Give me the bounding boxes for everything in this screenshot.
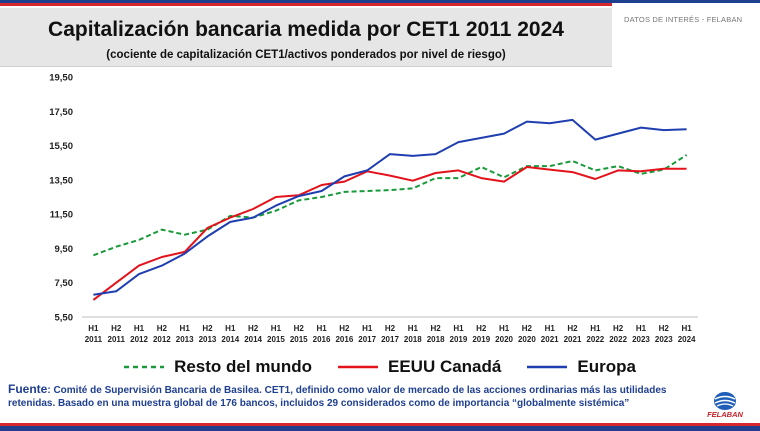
x-tick-label-year: 2011 [85,335,103,344]
x-tick-label-year: 2019 [450,335,468,344]
x-tick-label-year: 2020 [495,335,513,344]
bottom-accent-bar-blue [0,426,760,431]
x-tick-label-year: 2014 [221,335,239,344]
x-tick-label-half: H1 [134,324,145,333]
x-tick-label-year: 2020 [518,335,536,344]
logo-text: FELABAN [707,410,743,419]
source-note: Fuente: Comité de Supervisión Bancaria d… [8,383,698,410]
y-tick-label: 7,50 [55,278,74,289]
x-tick-label-half: H1 [545,324,556,333]
x-tick-label-half: H2 [659,324,670,333]
x-tick-label-year: 2021 [541,335,559,344]
x-tick-label-year: 2019 [472,335,490,344]
x-tick-label-half: H2 [157,324,168,333]
x-tick-label-half: H2 [111,324,122,333]
x-tick-label-half: H2 [339,324,350,333]
legend-label-eeuu: EEUU Canadá [387,357,502,376]
x-tick-label-year: 2018 [404,335,422,344]
x-tick-label-half: H1 [362,324,373,333]
x-tick-label-half: H2 [248,324,259,333]
x-tick-label-half: H1 [225,324,236,333]
felaban-logo: FELABAN [700,390,750,420]
y-tick-label: 5,50 [55,313,74,324]
globe-icon [714,392,736,410]
x-tick-label-half: H1 [499,324,510,333]
x-tick-label-half: H2 [385,324,396,333]
x-tick-label-half: H1 [180,324,191,333]
legend-label-europa: Europa [577,357,636,376]
x-tick-label-half: H2 [522,324,533,333]
series-line-1 [92,166,687,301]
x-tick-label-year: 2016 [313,335,331,344]
line-chart: 5,50 7,50 9,50 11,50 13,50 15,50 17,50 19,50 H1 2… [49,73,698,344]
x-tick-label-half: H1 [453,324,464,333]
x-tick-label-year: 2023 [655,335,673,344]
y-tick-label: 17,50 [49,107,73,118]
legend-item-eeuu: EEUU Canadá [337,357,502,377]
y-tick-label: 15,50 [49,141,73,152]
x-tick-label-half: H2 [613,324,624,333]
y-tick-label: 13,50 [49,175,73,186]
x-tick-label-half: H1 [88,324,99,333]
x-tick-label-year: 2021 [564,335,582,344]
y-tick-label: 19,50 [49,73,73,84]
bottom-accent-bar-red [0,423,760,426]
x-tick-label-year: 2015 [290,335,308,344]
top-accent-bar-blue [0,0,760,3]
x-tick-label-half: H2 [431,324,442,333]
x-tick-label-half: H2 [567,324,578,333]
x-tick-label-year: 2018 [427,335,445,344]
legend-swatch-europa [527,365,568,369]
x-tick-label-year: 2023 [632,335,650,344]
legend-label-resto: Resto del mundo [174,357,312,376]
x-tick-label-year: 2024 [678,335,696,344]
top-accent-bar-red [0,3,612,6]
x-tick-label-half: H1 [408,324,419,333]
x-tick-label-half: H2 [202,324,213,333]
x-tick-label-half: H2 [476,324,487,333]
x-tick-label-year: 2015 [267,335,285,344]
source-text: : Comité de Supervisión Bancaria de Basi… [8,385,667,409]
x-tick-label-year: 2022 [586,335,604,344]
legend-item-resto: Resto del mundo [124,357,312,377]
y-tick-label: 9,50 [55,244,74,255]
header-tag: DATOS DE INTERÉS - FELABAN [624,15,743,24]
x-tick-label-year: 2017 [381,335,399,344]
x-tick-label-half: H2 [294,324,305,333]
x-tick-label-half: H1 [681,324,692,333]
source-key: Fuente [8,382,48,396]
chart-subtitle: (cociente de capitalización CET1/activos… [106,49,506,61]
title-panel: Capitalización bancaria medida por CET1 … [0,8,612,67]
y-tick-label: 11,50 [50,210,73,221]
x-tick-label-half: H1 [316,324,327,333]
series-line-0 [93,154,688,257]
x-tick-label-half: H1 [590,324,601,333]
x-tick-label-year: 2012 [130,335,148,344]
x-tick-label-year: 2012 [153,335,171,344]
x-tick-label-year: 2013 [176,335,194,344]
chart-title: Capitalización bancaria medida por CET1 … [48,18,564,41]
chart-legend: Resto del mundo EEUU Canadá Europa [0,354,760,380]
legend-swatch-resto [124,365,165,369]
x-tick-label-year: 2022 [609,335,627,344]
x-tick-label-year: 2013 [199,335,217,344]
x-tick-label-half: H1 [271,324,282,333]
legend-item-europa: Europa [527,357,636,377]
x-tick-label-year: 2016 [335,335,353,344]
x-tick-label-half: H1 [636,324,647,333]
x-tick-label-year: 2014 [244,335,262,344]
x-tick-label-year: 2017 [358,335,376,344]
legend-swatch-eeuu [337,365,378,369]
series-line-2 [93,118,687,296]
x-tick-label-year: 2011 [108,335,126,344]
